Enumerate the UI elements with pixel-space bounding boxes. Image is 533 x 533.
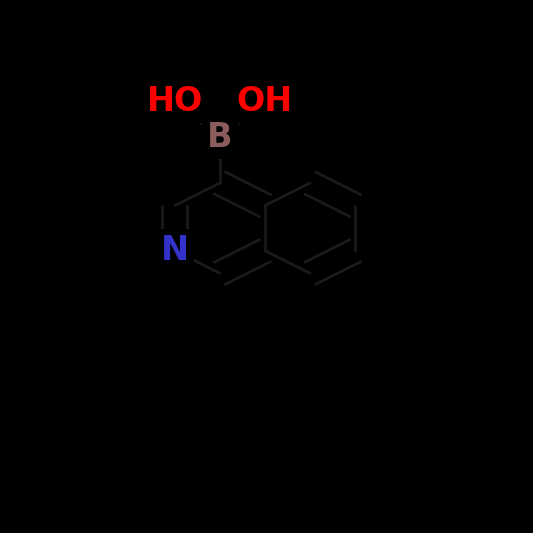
- Text: HO: HO: [147, 85, 203, 118]
- Text: OH: OH: [237, 85, 293, 118]
- Text: B: B: [207, 122, 232, 155]
- Text: N: N: [160, 234, 189, 267]
